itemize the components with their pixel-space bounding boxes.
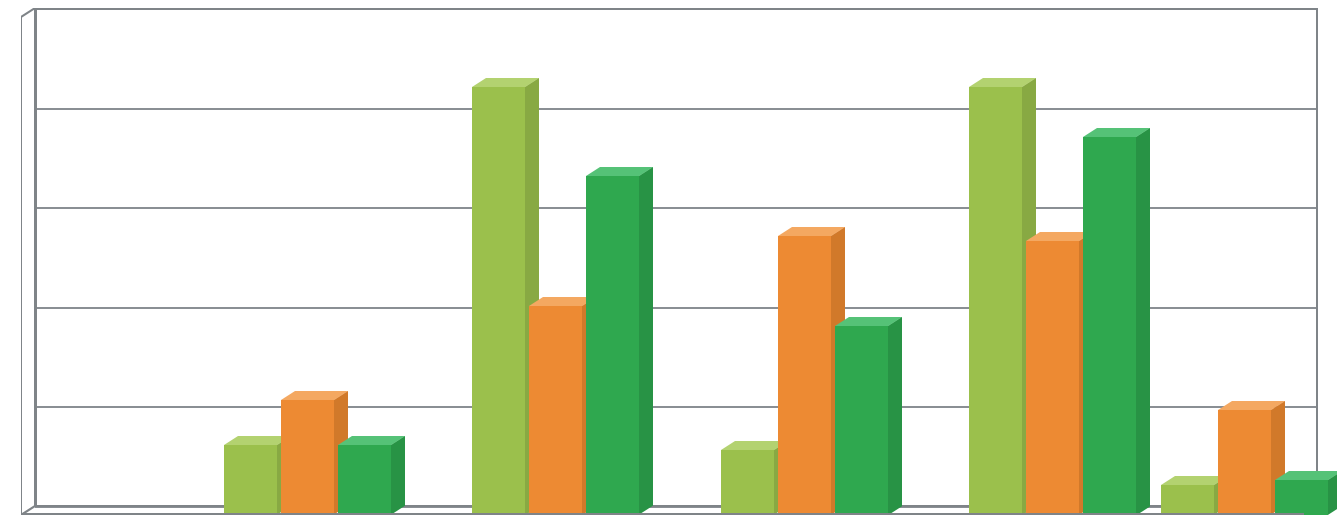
bar <box>835 326 888 515</box>
bar <box>1026 241 1079 515</box>
bar <box>1218 410 1271 515</box>
bar <box>281 400 334 515</box>
grouped-bar-chart <box>0 0 1337 523</box>
bar <box>721 450 774 515</box>
bar <box>586 176 639 515</box>
bar <box>1083 137 1136 515</box>
bar <box>1161 485 1214 515</box>
plot-area <box>21 8 1318 515</box>
bar <box>338 445 391 515</box>
bar <box>778 236 831 515</box>
bar <box>969 87 1022 515</box>
bar <box>472 87 525 515</box>
bar <box>1275 480 1328 515</box>
bar <box>224 445 277 515</box>
floor-front-edge <box>21 513 1304 515</box>
bar <box>529 306 582 515</box>
